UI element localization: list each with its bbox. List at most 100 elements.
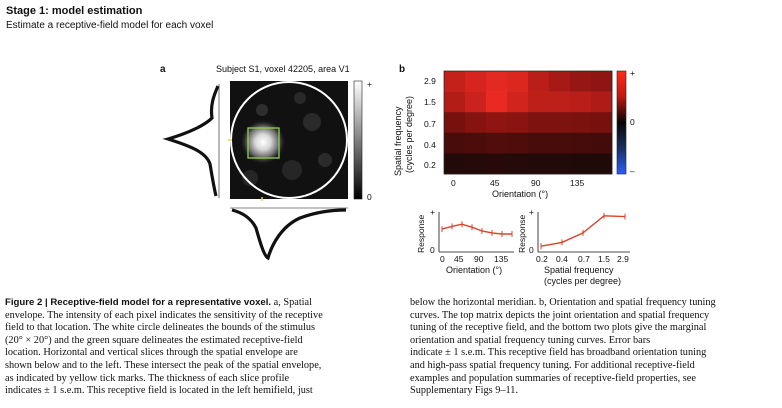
sf-plot-ylabel: Response	[517, 214, 527, 253]
heatmap-cell	[570, 91, 592, 113]
ori-plot-tick-0: 0	[440, 254, 445, 264]
ori-plot-tick-2: 90	[474, 254, 484, 264]
caption-line: indicates ± 1 s.e.m. This receptive fiel…	[5, 385, 313, 397]
heatmap-cell	[549, 71, 571, 92]
ori-plot-tick-3: 135	[494, 254, 509, 264]
caption-line: curves. The top matrix depicts the joint…	[410, 309, 710, 321]
sf-plot-tick-1: 0.4	[556, 254, 568, 264]
figure-stage-title: Stage 1: model estimation	[6, 5, 143, 17]
caption-line: field to that location. The white circle…	[5, 322, 316, 334]
heatmap-cell	[570, 71, 592, 92]
heatmap-cell	[528, 112, 550, 134]
heatmap-cell	[444, 153, 466, 175]
ori-plot-tick-1: 45	[454, 254, 464, 264]
sf-tick-2: 0.7	[424, 119, 436, 129]
sf-plot-xlabel-2: (cycles per degree)	[544, 276, 622, 286]
heatmap-cell	[486, 153, 508, 175]
heatmap-cell	[549, 132, 571, 154]
heatmap-cell	[486, 71, 508, 92]
heatmap-cell	[507, 153, 529, 175]
heatmap-cell	[465, 71, 487, 92]
heatmap-cell	[465, 112, 487, 134]
caption-line: shown below and to the left. These inter…	[5, 359, 322, 371]
heatmap-cell	[549, 112, 571, 134]
caption-line: tuning of the receptive field, and the b…	[410, 322, 707, 334]
ori-tick-2: 90	[531, 178, 541, 188]
ori-tick-0: 0	[451, 178, 456, 188]
heatmap-cell	[570, 112, 592, 134]
joint-tuning-matrix	[443, 70, 627, 175]
figure-stage-subtitle: Estimate a receptive-field model for eac…	[6, 20, 214, 31]
heatmap-cell	[528, 71, 550, 92]
heatmap-cell	[591, 91, 613, 113]
heatmap-xlabel: Orientation (°)	[492, 189, 549, 199]
ori-plot-ytop: +	[430, 207, 435, 217]
panel-a-letter: a	[160, 64, 166, 75]
panel-b-colorbar	[616, 70, 627, 175]
sf-tick-3: 0.4	[424, 140, 436, 150]
panel-b-colorbar-mid: 0	[630, 117, 635, 127]
heatmap-cell	[528, 132, 550, 154]
caption-line: examples and population summaries of rec…	[410, 372, 696, 384]
sf-tick-0: 2.9	[424, 76, 436, 86]
sf-plot-xlabel-1: Spatial frequency	[544, 265, 614, 275]
heatmap-cell	[507, 91, 529, 113]
heatmap-cell	[465, 91, 487, 113]
heatmap-cell	[528, 91, 550, 113]
sf-plot-tick-4: 2.9	[617, 254, 629, 264]
heatmap-cell	[591, 132, 613, 154]
caption-line: (20° × 20°) and the green square delinea…	[5, 334, 303, 346]
panel-b-letter: b	[399, 64, 406, 75]
panel-a-colorbar	[353, 80, 363, 200]
sf-plot-tick-3: 1.5	[598, 254, 610, 264]
ori-plot-xlabel: Orientation (°)	[446, 265, 503, 275]
heatmap-cell	[465, 132, 487, 154]
caption-line: envelope. The intensity of each pixel in…	[5, 309, 323, 321]
marginal-tuning-plots	[438, 212, 630, 253]
horizontal-slice-profile	[231, 208, 347, 261]
figure-caption-right: below the horizontal meridian. b, Orient…	[410, 297, 778, 398]
figure-caption-left: Figure 2 | Receptive-field model for a r…	[5, 297, 395, 398]
tuning-curve	[441, 223, 512, 235]
caption-line: a, Spatial	[273, 297, 312, 308]
heatmap-cell	[570, 132, 592, 154]
heatmap-cell	[444, 71, 466, 92]
heatmap-cell	[486, 112, 508, 134]
heatmap-cell	[507, 112, 529, 134]
sf-plot-tick-0: 0.2	[536, 254, 548, 264]
heatmap-cell	[549, 91, 571, 113]
ori-plot-ylabel: Response	[416, 214, 426, 253]
panel-b-colorbar-bottom: –	[630, 166, 635, 176]
caption-lead: Figure 2 | Receptive-field model for a r…	[5, 297, 272, 308]
caption-line: location. Horizontal and vertical slices…	[5, 347, 298, 359]
caption-line: as indicated by yellow tick marks. The t…	[5, 372, 290, 384]
caption-line: Supplementary Figs 9–11.	[410, 385, 519, 397]
caption-line: orientation and spatial frequency tuning…	[410, 334, 651, 346]
caption-line: below the horizontal meridian. b, Orient…	[410, 297, 716, 308]
heatmap-cell	[507, 132, 529, 154]
heatmap-cell	[486, 91, 508, 113]
heatmap-cell	[444, 132, 466, 154]
sf-plot-ytop: +	[529, 207, 534, 217]
caption-line: indicate ± 1 s.e.m. This receptive field…	[410, 347, 707, 359]
ori-plot-ybottom: 0	[430, 245, 435, 255]
receptive-field-peak	[241, 120, 285, 164]
heatmap-cell	[591, 153, 613, 175]
heatmap-cell	[444, 112, 466, 134]
sf-tick-4: 0.2	[424, 160, 436, 170]
panel-a-colorbar-top: +	[367, 79, 372, 89]
sf-plot-ybottom: 0	[529, 245, 534, 255]
ori-tick-3: 135	[570, 178, 585, 188]
sf-plot-tick-2: 0.7	[578, 254, 590, 264]
vertical-slice-profile	[162, 85, 220, 197]
panel-b-colorbar-top: +	[630, 68, 635, 78]
panel-a-title: Subject S1, voxel 42205, area V1	[216, 64, 350, 74]
heatmap-cell	[549, 153, 571, 175]
heatmap-cell	[465, 153, 487, 175]
ori-tick-1: 45	[490, 178, 500, 188]
heatmap-cell	[591, 112, 613, 134]
panel-a-colorbar-bottom: 0	[367, 192, 372, 202]
receptive-field-square	[247, 127, 280, 159]
heatmap-cell	[444, 91, 466, 113]
sf-tick-1: 1.5	[424, 97, 436, 107]
